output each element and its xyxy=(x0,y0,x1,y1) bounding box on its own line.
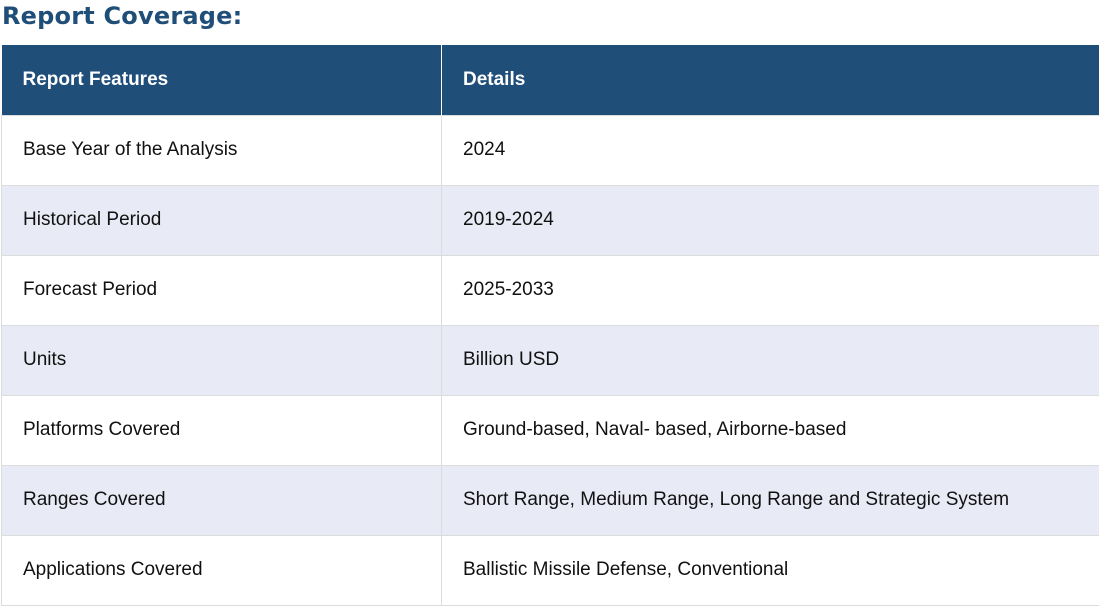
table-row: Base Year of the Analysis 2024 xyxy=(1,114,1099,185)
table-row: Historical Period 2019-2024 xyxy=(1,184,1099,255)
table-row: Ranges Covered Short Range, Medium Range… xyxy=(1,464,1099,535)
detail-cell: Short Range, Medium Range, Long Range an… xyxy=(441,464,1099,535)
column-header-details: Details xyxy=(441,45,1099,115)
table-header-row: Report Features Details xyxy=(1,45,1099,115)
feature-cell: Applications Covered xyxy=(1,534,442,606)
feature-cell: Base Year of the Analysis xyxy=(1,114,442,185)
detail-cell: 2019-2024 xyxy=(441,184,1099,255)
section-heading: Report Coverage: xyxy=(2,2,243,30)
feature-cell: Historical Period xyxy=(1,184,442,255)
table-row: Forecast Period 2025-2033 xyxy=(1,254,1099,325)
feature-cell: Ranges Covered xyxy=(1,464,442,535)
feature-cell: Forecast Period xyxy=(1,254,442,325)
report-coverage-table: Report Features Details Base Year of the… xyxy=(1,45,1099,606)
feature-cell: Platforms Covered xyxy=(1,394,442,465)
feature-cell: Units xyxy=(1,324,442,395)
detail-cell: Ground-based, Naval- based, Airborne-bas… xyxy=(441,394,1099,465)
detail-cell: 2025-2033 xyxy=(441,254,1099,325)
detail-cell: 2024 xyxy=(441,114,1099,185)
table-row: Platforms Covered Ground-based, Naval- b… xyxy=(1,394,1099,465)
table-row: Units Billion USD xyxy=(1,324,1099,395)
detail-cell: Ballistic Missile Defense, Conventional xyxy=(441,534,1099,606)
table-row: Applications Covered Ballistic Missile D… xyxy=(1,534,1099,606)
column-header-features: Report Features xyxy=(1,45,442,115)
detail-cell: Billion USD xyxy=(441,324,1099,395)
